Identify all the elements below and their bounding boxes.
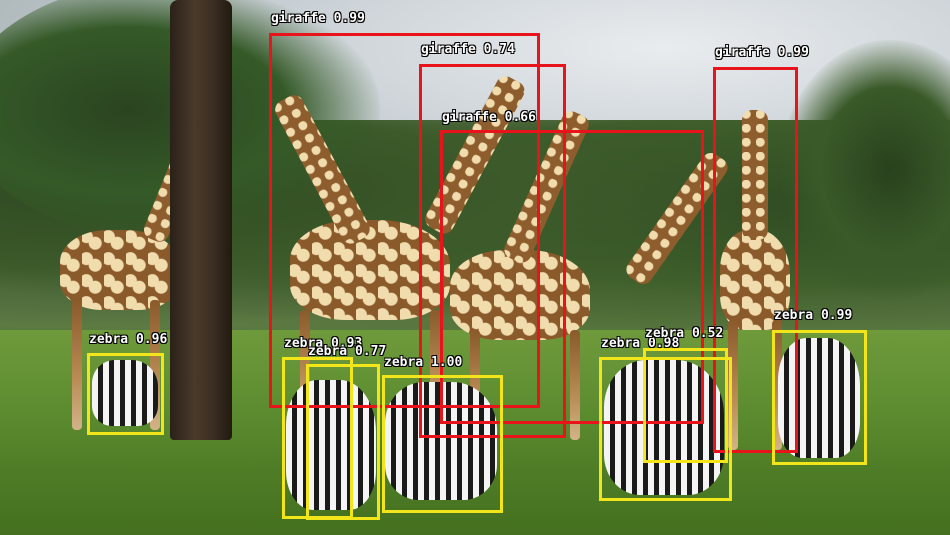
detection-label: zebra 0.93 xyxy=(284,336,363,351)
detection-box-zebra xyxy=(643,348,728,463)
detection-label: giraffe 0.99 xyxy=(271,11,365,26)
detection-box-zebra xyxy=(87,353,164,435)
detection-label: zebra 0.52 xyxy=(645,326,724,341)
zebra-center-left xyxy=(286,380,376,510)
detection-label: giraffe 0.99 xyxy=(715,45,809,60)
tree-canopy-right xyxy=(780,40,950,300)
detection-box-zebra xyxy=(772,330,867,465)
detection-box-zebra xyxy=(382,375,503,513)
zebra-left xyxy=(92,360,158,426)
detection-box-giraffe xyxy=(419,64,566,438)
detection-label: zebra 1.00 xyxy=(384,355,463,370)
detection-label: zebra 0.98 xyxy=(601,336,680,351)
detection-label: zebra 0.99 xyxy=(774,308,853,323)
detection-label: zebra 0.77 xyxy=(308,344,387,359)
detection-box-giraffe xyxy=(713,67,798,453)
zebra-center-right xyxy=(604,360,724,495)
detection-box-giraffe xyxy=(440,130,704,424)
zebra-right xyxy=(778,338,860,458)
detection-label: giraffe 0.74 xyxy=(421,42,515,57)
detection-label: zebra 0.96 xyxy=(89,332,168,347)
detection-box-zebra xyxy=(306,364,380,520)
detection-box-giraffe xyxy=(269,33,540,408)
detection-box-zebra xyxy=(599,357,732,501)
detection-label: giraffe 0.66 xyxy=(442,110,536,125)
tree-trunk xyxy=(170,0,232,440)
